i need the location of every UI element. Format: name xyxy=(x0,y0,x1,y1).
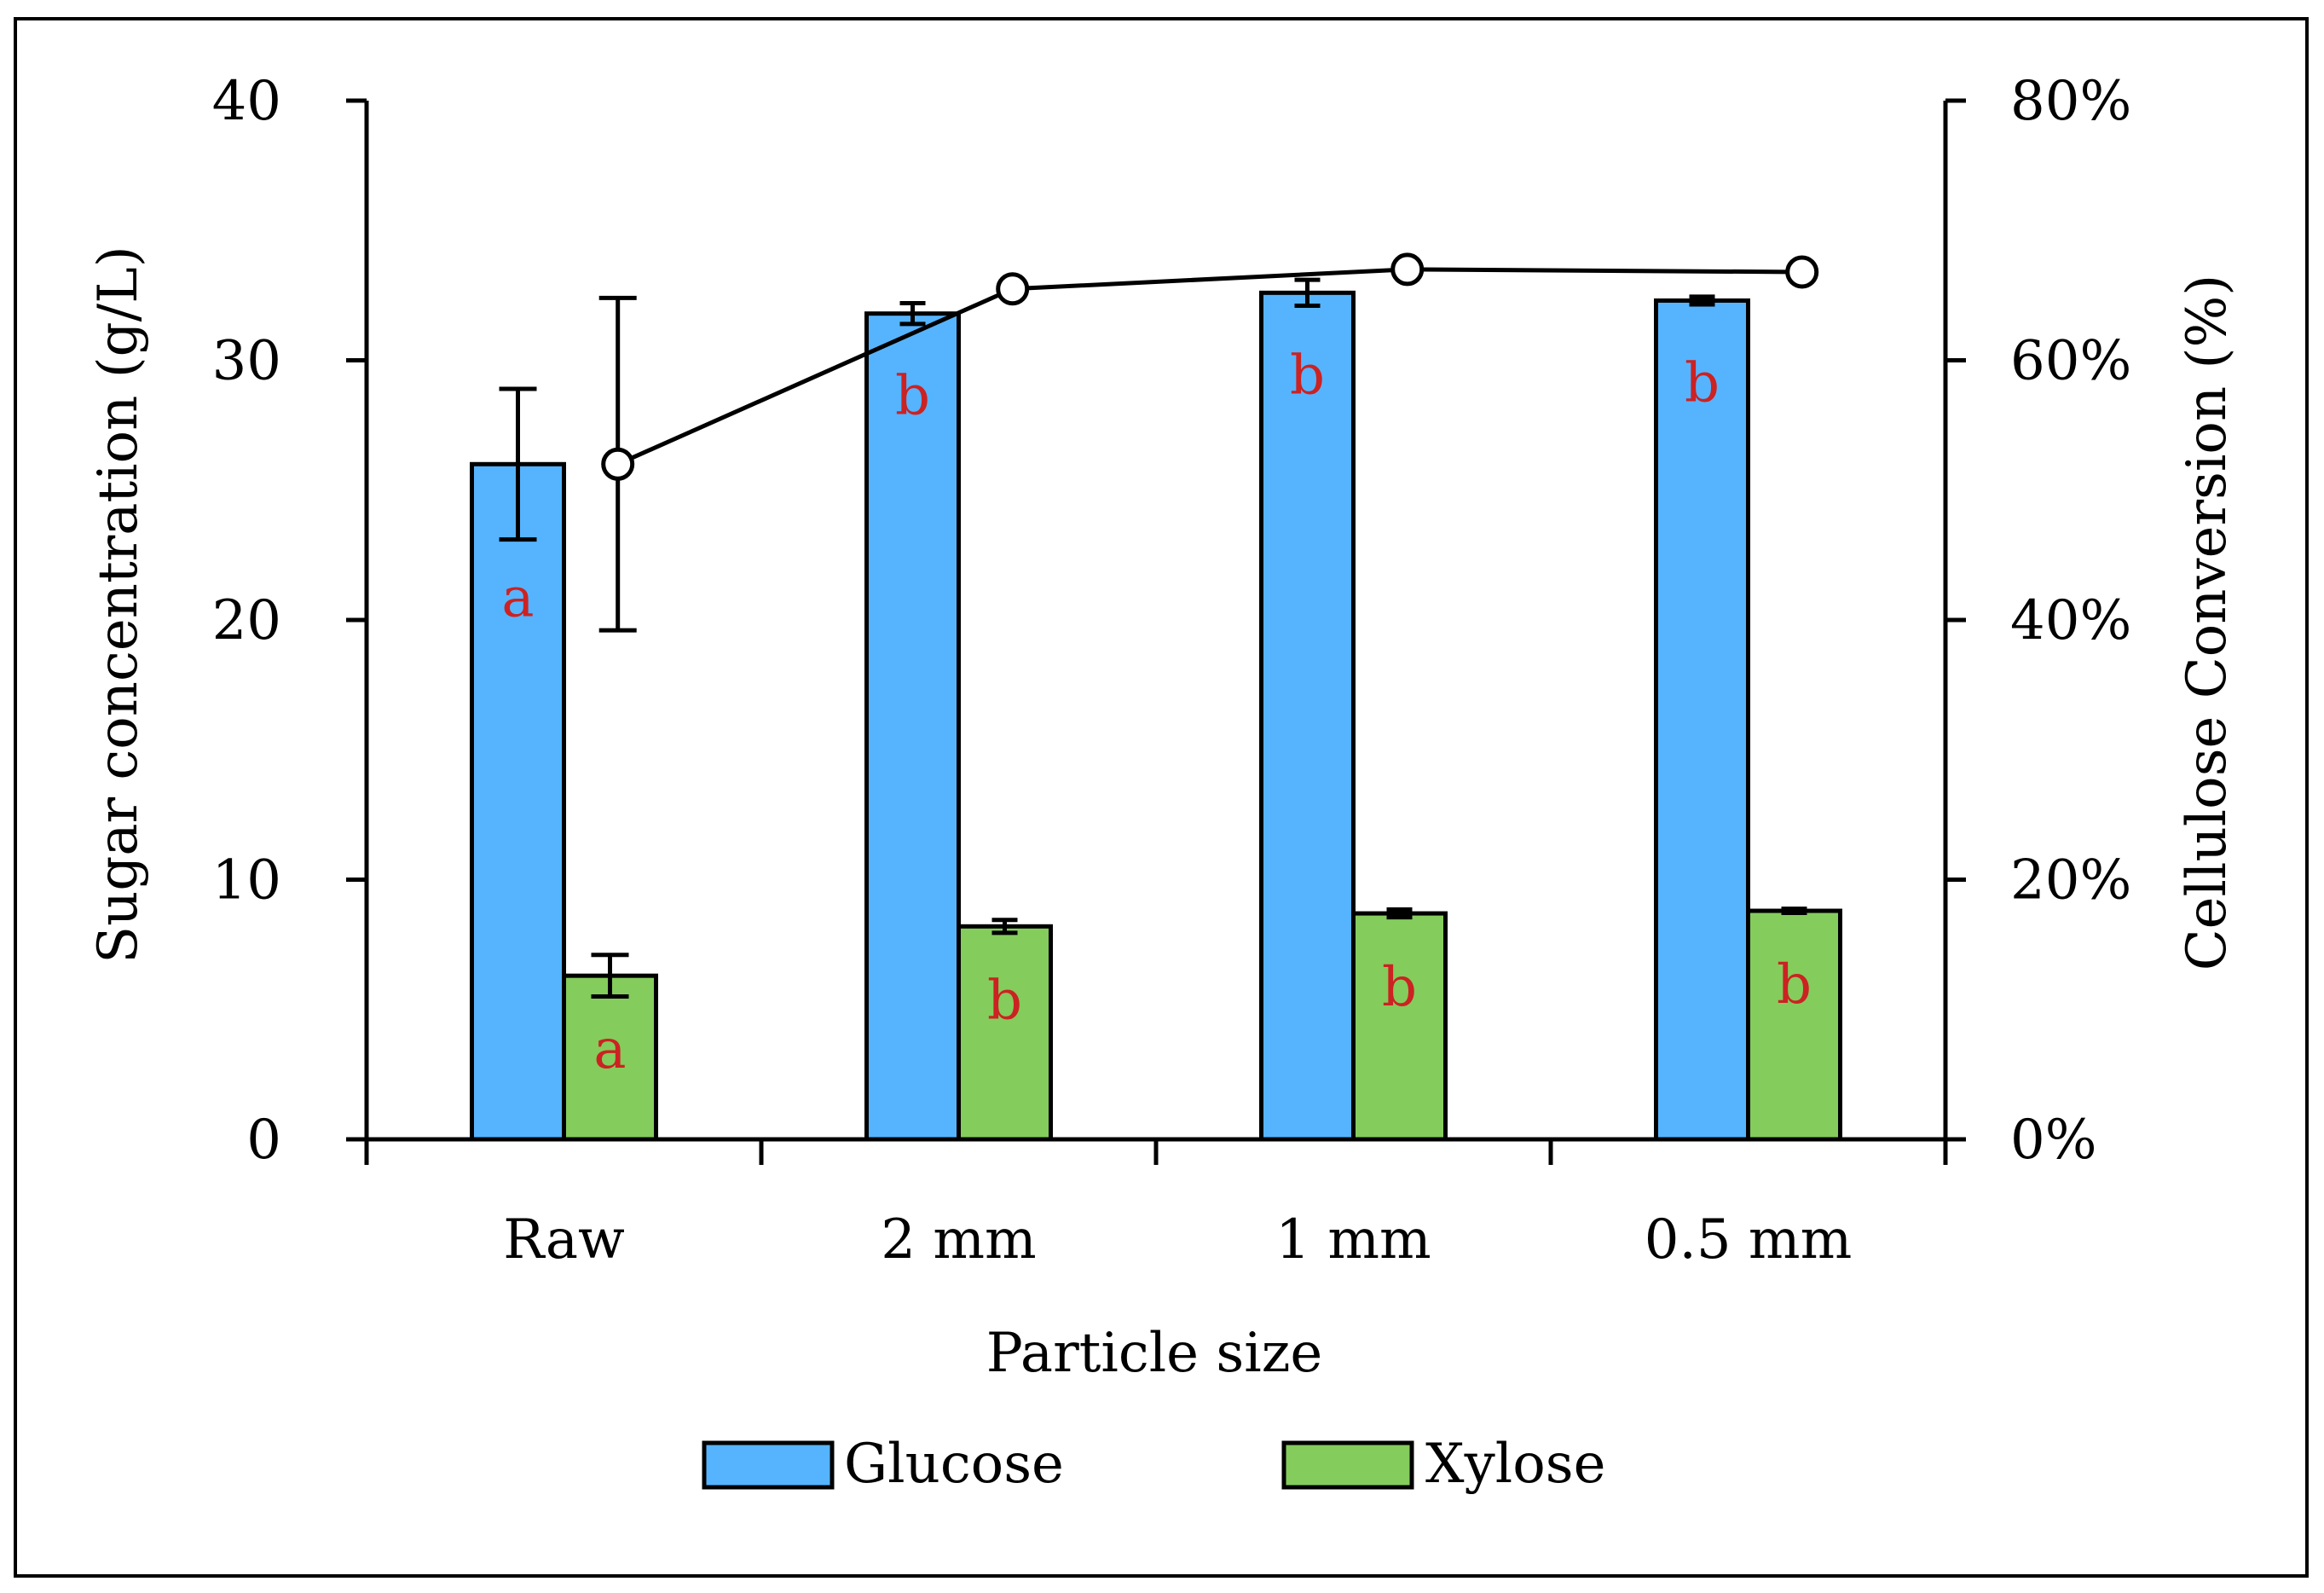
bar-glucose xyxy=(1654,298,1750,1142)
bar-glucose xyxy=(470,461,566,1142)
bar-xylose xyxy=(1351,911,1448,1142)
chart-border xyxy=(14,17,2309,1578)
y2-axis-title: Cellulose Conversion (%) xyxy=(2176,275,2239,971)
bar-glucose xyxy=(864,311,961,1142)
bar-xylose xyxy=(957,924,1053,1142)
legend-swatch-xylose xyxy=(1281,1440,1414,1490)
y2-tick-label: 20% xyxy=(2010,849,2131,912)
significance-letter: b xyxy=(895,365,930,428)
conversion-point xyxy=(996,272,1030,306)
conversion-point xyxy=(1785,255,1819,289)
x-tick-label: Raw xyxy=(503,1208,625,1272)
y2-tick-label: 60% xyxy=(2010,330,2131,393)
legend-label-xylose: Xylose xyxy=(1425,1433,1605,1496)
y-tick-label: 30 xyxy=(212,330,281,393)
significance-letter: b xyxy=(987,969,1022,1032)
significance-letter: a xyxy=(501,567,534,630)
y2-tick-label: 40% xyxy=(2010,589,2131,652)
legend: Glucose Xylose xyxy=(702,1433,1605,1496)
conversion-line-path xyxy=(616,267,1802,466)
legend-label-glucose: Glucose xyxy=(844,1433,1064,1496)
x-tick-label: 2 mm xyxy=(881,1208,1036,1272)
significance-letter: b xyxy=(1382,956,1417,1019)
x-axis-title: Particle size xyxy=(986,1322,1323,1385)
significance-letter: b xyxy=(1777,953,1812,1017)
legend-swatch-glucose xyxy=(702,1440,835,1490)
significance-letter: a xyxy=(593,1018,626,1081)
y2-tick-label: 0% xyxy=(2010,1109,2097,1172)
significance-letter: b xyxy=(1290,344,1325,407)
x-tick-label: 1 mm xyxy=(1275,1208,1431,1272)
y-tick-label: 10 xyxy=(212,849,281,912)
y-tick-label: 40 xyxy=(212,70,281,133)
x-tick-label: 0.5 mm xyxy=(1645,1208,1853,1272)
significance-letter: b xyxy=(1685,351,1720,414)
bar-xylose xyxy=(1746,908,1842,1142)
y-axis-title: Sugar concentration (g/L) xyxy=(87,246,150,963)
y-tick-label: 20 xyxy=(212,589,281,652)
y-tick-label: 0 xyxy=(246,1109,281,1172)
conversion-point xyxy=(1390,252,1425,287)
conversion-point xyxy=(601,447,635,481)
y2-tick-label: 80% xyxy=(2010,70,2131,133)
bar-glucose xyxy=(1259,290,1356,1142)
